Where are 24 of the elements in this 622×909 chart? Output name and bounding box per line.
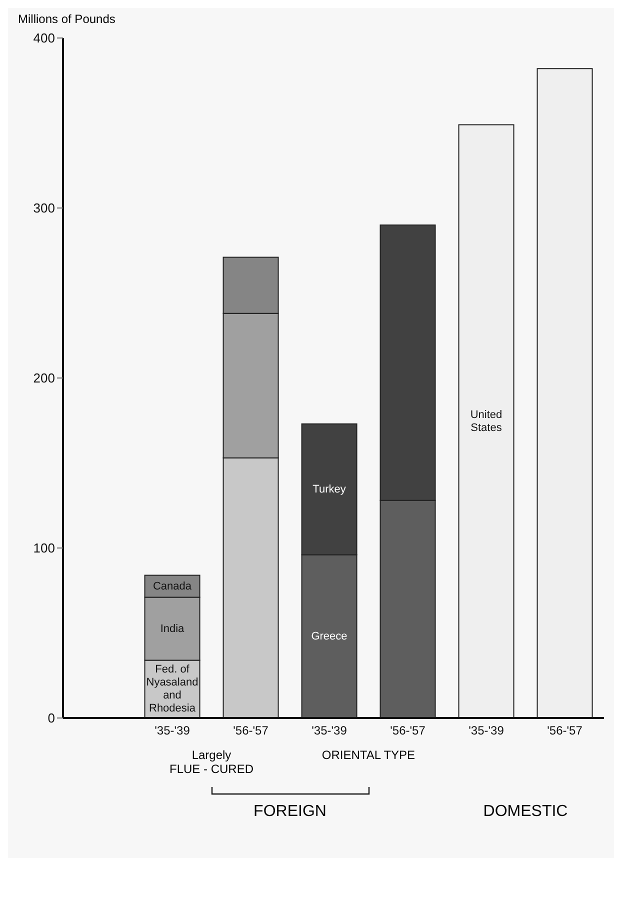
text: FOREIGN: [252, 803, 328, 821]
x-tick-label: '56-'57: [233, 724, 269, 738]
series-label: India: [160, 622, 186, 635]
series-label: Turkey: [312, 483, 346, 496]
text: ORIENTAL TYPE: [320, 748, 416, 762]
y-axis-title: Millions of Pounds: [18, 12, 116, 26]
y-tick-label: 200: [33, 370, 55, 386]
x-tick-label: '35-'39: [312, 724, 348, 738]
text: Largely FLUE - CURED: [168, 748, 254, 776]
series-label: Greece: [311, 630, 348, 642]
x-tick-label: '56-'57: [390, 724, 426, 738]
y-tick-label: 300: [33, 200, 55, 216]
x-tick-label: '56-'57: [547, 724, 583, 738]
x-tick-label: '35-'39: [154, 724, 190, 738]
series-label: Fed. of Nyasaland and Rhodesia: [146, 664, 198, 715]
x-tick-label: '35-'39: [468, 724, 504, 738]
y-tick-label: 100: [33, 540, 55, 556]
y-tick-label: 400: [33, 30, 55, 46]
series-label: Canada: [152, 580, 192, 592]
bar: [536, 68, 593, 718]
bar: [458, 124, 514, 718]
y-tick-label: 0: [48, 710, 55, 726]
text: DOMESTIC: [482, 803, 569, 821]
series-label: United States: [470, 408, 502, 434]
